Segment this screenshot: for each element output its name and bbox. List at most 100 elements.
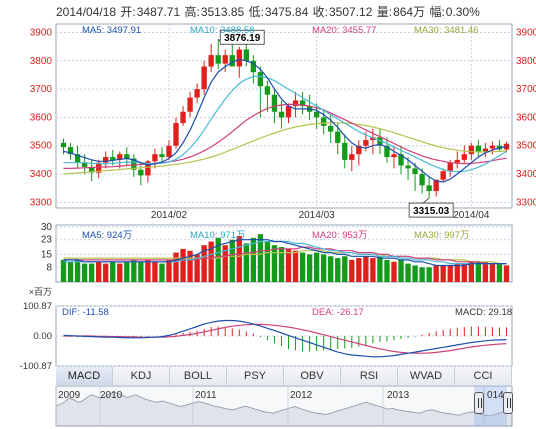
volume-bar (81, 263, 88, 282)
tab-rsi[interactable]: RSI (341, 367, 398, 385)
candle-down (138, 169, 144, 176)
price-y-tick-right: 3700 (516, 84, 536, 95)
candle-up (103, 157, 109, 163)
candle-up (433, 179, 439, 192)
ma30-legend: MA30: 3481.46 (414, 25, 479, 36)
candle-down (412, 168, 418, 175)
quote-date: 2014/04/18 (56, 5, 117, 19)
candle-down (299, 100, 306, 107)
candle-up (489, 145, 496, 149)
range-handle-left[interactable] (474, 392, 484, 414)
volume-bar (468, 261, 474, 282)
volume-bar (257, 234, 264, 282)
macd-dif-line (63, 319, 507, 358)
volume-bar (384, 259, 390, 282)
volume-bar (398, 259, 404, 282)
volume-bar (342, 256, 348, 282)
price-y-tick-right: 3300 (516, 197, 536, 208)
vol-ma5-legend: MA5: 924万 (82, 230, 133, 241)
volume-bar (159, 263, 165, 282)
tab-boll[interactable]: BOLL (170, 367, 227, 385)
candle-up (152, 154, 158, 162)
volume-bar (328, 256, 334, 282)
year-label: 2012 (290, 390, 313, 401)
price-ma5-line (63, 58, 507, 183)
volume-bar (292, 250, 299, 282)
candle-up (447, 162, 453, 172)
low-label: 低: (248, 5, 264, 19)
volume-bar (110, 261, 116, 282)
price-ma20-line (63, 103, 507, 169)
change-value: 0.30% (445, 5, 480, 19)
open-value: 3487.71 (136, 5, 181, 19)
volume-bar (349, 259, 355, 282)
volume-bar (67, 261, 74, 282)
candle-up (349, 154, 355, 160)
candle-up (236, 49, 242, 67)
candle-up (166, 145, 172, 158)
candle-down (384, 145, 390, 158)
volume-bar (180, 248, 186, 282)
candle-up (187, 97, 193, 112)
tab-wvad[interactable]: WVAD (398, 367, 455, 385)
candle-down (250, 60, 257, 73)
price-x-tick: 2014/03 (299, 210, 336, 221)
volume-bar (124, 261, 130, 282)
volume-y-tick: 30 (41, 222, 53, 233)
quote-header: 2014/04/18 开:3487.71 高:3513.85 低:3475.84… (56, 3, 481, 20)
price-y-tick-left: 3900 (30, 27, 53, 38)
volume-bar (215, 237, 221, 282)
price-x-tick: 2014/02 (151, 210, 188, 221)
volume-bar (166, 259, 172, 282)
dea-legend: DEA: -26.17 (312, 307, 364, 318)
volume-bar (313, 252, 320, 282)
candle-up (292, 100, 299, 107)
price-ma10-line (63, 75, 507, 173)
price-ma30-line (63, 122, 507, 175)
tab-kdj[interactable]: KDJ (113, 367, 170, 385)
overview-area (55, 391, 513, 427)
range-handle-right[interactable] (503, 392, 513, 414)
volume-bar (306, 254, 313, 282)
candle-down (342, 142, 348, 160)
high-label: 高: (184, 5, 200, 19)
tab-macd[interactable]: MACD (56, 367, 113, 385)
candle-down (60, 142, 67, 148)
volume-bar (433, 265, 439, 282)
tab-obv[interactable]: OBV (284, 367, 341, 385)
candle-down (398, 154, 404, 166)
volume-bar (321, 254, 327, 282)
candle-down (74, 154, 81, 163)
volume-bar (243, 243, 249, 282)
candle-down (419, 174, 425, 186)
candle-up (391, 154, 397, 158)
change-label: 幅: (429, 5, 445, 19)
volume-y-tick: 15 (41, 249, 53, 260)
volume-value: 864万 (393, 5, 426, 19)
price-y-tick-right: 3800 (516, 56, 536, 67)
candle-up (461, 154, 467, 160)
volume-bar (208, 241, 214, 282)
candle-down (88, 166, 95, 173)
candle-up (285, 106, 292, 118)
year-label: 2010 (100, 390, 123, 401)
candle-down (215, 55, 221, 64)
volume-bar (145, 259, 151, 282)
candle-down (81, 162, 88, 167)
price-y-tick-left: 3300 (30, 197, 53, 208)
volume-bar (278, 247, 285, 282)
tab-cci[interactable]: CCI (455, 367, 512, 385)
low-value: 3475.84 (264, 5, 309, 19)
volume-bar (405, 263, 411, 282)
candle-down (159, 154, 165, 158)
price-y-tick-right: 3600 (516, 112, 536, 123)
tab-psy[interactable]: PSY (227, 367, 284, 385)
candle-down (67, 147, 74, 155)
volume-label: 量: (376, 5, 393, 19)
ma5-legend: MA5: 3497.91 (82, 25, 142, 36)
price-y-tick-left: 3400 (30, 169, 53, 180)
close-value: 3507.12 (328, 5, 373, 19)
high-callout-box (219, 29, 265, 45)
candle-down (377, 137, 383, 146)
